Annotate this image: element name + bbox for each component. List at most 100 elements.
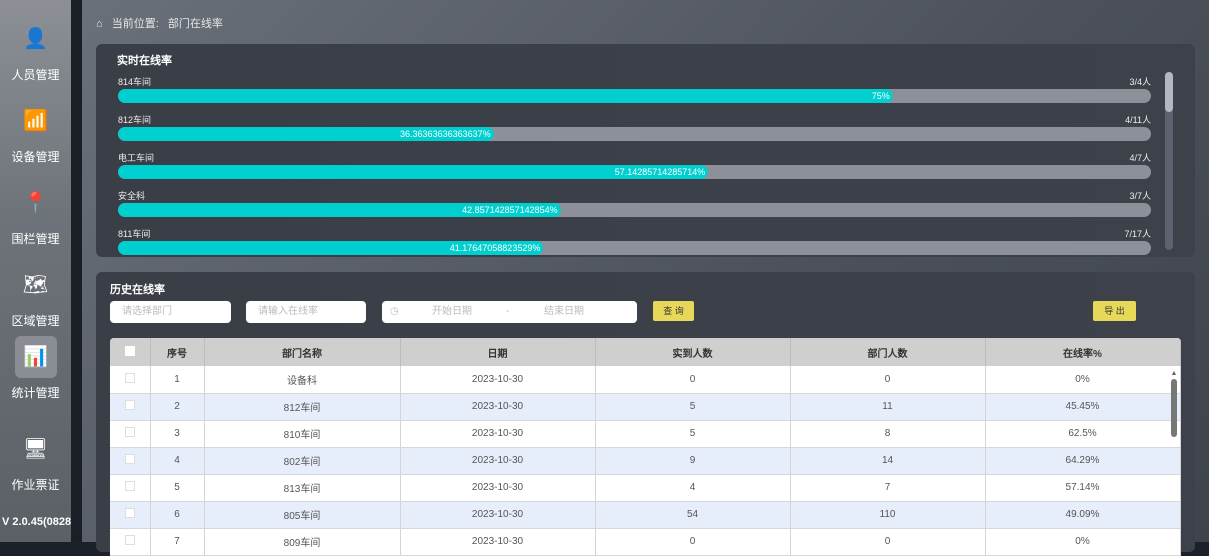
- table-cell: 0%: [985, 366, 1181, 394]
- main-content: ⌂ 当前位置: 部门在线率 实时在线率 814车间 3/4人 75% 812车间 4/1…: [82, 0, 1209, 556]
- headcount: 3/7人: [1129, 191, 1151, 201]
- table-cell: 2: [150, 393, 205, 421]
- table-cell: 2023-10-30: [400, 447, 596, 475]
- table-cell: 6: [150, 501, 205, 529]
- table-cell: 64.29%: [985, 447, 1181, 475]
- sidebar-item-4[interactable]: 📊 统计管理: [0, 336, 71, 401]
- department-name: 811车间: [118, 229, 151, 239]
- breadcrumb-prefix: 当前位置:: [111, 18, 159, 30]
- table-row[interactable]: 3 810车间 2023-10-30 5 8 62.5%: [110, 420, 1181, 448]
- table-cell: 0: [790, 366, 986, 394]
- scrollbar[interactable]: [1165, 72, 1173, 250]
- table-row[interactable]: 5 813车间 2023-10-30 4 7 57.14%: [110, 474, 1181, 502]
- sidebar-item-label: 区域管理: [11, 314, 60, 328]
- table-scrollbar[interactable]: ▲: [1169, 370, 1179, 550]
- column-header: 部门人数: [790, 338, 986, 366]
- statistics-monitor-icon: 📊: [14, 336, 57, 378]
- table-cell: 802车间: [204, 447, 401, 475]
- query-button[interactable]: 查 询: [653, 301, 694, 321]
- row-checkbox[interactable]: [110, 420, 151, 448]
- table-cell: 0: [595, 366, 791, 394]
- scroll-up-icon[interactable]: ▲: [1170, 370, 1178, 377]
- table-cell: 11: [790, 393, 986, 421]
- table-cell: 5: [150, 474, 205, 502]
- table-row[interactable]: 1 设备科 2023-10-30 0 0 0%: [110, 366, 1181, 394]
- table-cell: 1: [150, 366, 205, 394]
- headcount: 3/4人: [1129, 77, 1151, 87]
- scrollbar-thumb[interactable]: [1165, 72, 1173, 112]
- table-cell: 2023-10-30: [400, 501, 596, 529]
- sidebar-item-label: 设备管理: [11, 150, 60, 164]
- home-icon[interactable]: ⌂: [96, 18, 103, 30]
- column-header: 序号: [150, 338, 205, 366]
- table-cell: 4: [595, 474, 791, 502]
- table-row[interactable]: 6 805车间 2023-10-30 54 110 49.09%: [110, 501, 1181, 529]
- sidebar-item-0[interactable]: 👤 人员管理: [0, 18, 71, 83]
- user-list-icon: 👤: [23, 28, 48, 50]
- table-cell: 49.09%: [985, 501, 1181, 529]
- department-name: 安全科: [118, 191, 146, 201]
- divider: [71, 0, 82, 542]
- map-area-icon: 🗺: [22, 274, 49, 296]
- sidebar-item-5[interactable]: 🖥 作业票证: [0, 428, 71, 493]
- end-date-input[interactable]: 结束日期: [544, 306, 584, 317]
- scrollbar-thumb[interactable]: [1171, 379, 1177, 437]
- table-cell: 2023-10-30: [400, 366, 596, 394]
- history-table: 序号 部门名称 日期 实到人数 部门人数 在线率% 1 设备科 2023-10-30 0 0 0% 2…: [110, 338, 1181, 556]
- column-header: 部门名称: [204, 338, 401, 366]
- headcount: 7/17人: [1124, 229, 1151, 239]
- table-row[interactable]: 4 802车间 2023-10-30 9 14 64.29%: [110, 447, 1181, 475]
- progress-fill: 42.857142857142854%: [118, 203, 561, 217]
- table-row[interactable]: 2 812车间 2023-10-30 5 11 45.45%: [110, 393, 1181, 421]
- map-pin-icon: 📍: [23, 192, 48, 214]
- progress-track: 75%: [118, 89, 1151, 103]
- router-icon: 📶: [23, 110, 48, 132]
- column-header: 在线率%: [985, 338, 1181, 366]
- start-date-input[interactable]: 开始日期: [432, 306, 472, 317]
- history-panel: 历史在线率 请选择部门 请输入在线率 ◷ 开始日期 - 结束日期 查 询 导 出…: [96, 272, 1195, 556]
- row-checkbox[interactable]: [110, 366, 151, 394]
- sidebar: 👤 人员管理 📶 设备管理 📍 围栏管理 🗺 区域管理 📊 统计管理 🖥 作业票证: [0, 0, 71, 542]
- headcount: 4/7人: [1129, 153, 1151, 163]
- select-all-checkbox[interactable]: [110, 338, 151, 366]
- table-cell: 2023-10-30: [400, 393, 596, 421]
- table-cell: 2023-10-30: [400, 474, 596, 502]
- table-cell: 9: [595, 447, 791, 475]
- department-name: 812车间: [118, 115, 152, 125]
- department-name: 814车间: [118, 77, 152, 87]
- sidebar-item-label: 围栏管理: [11, 232, 60, 246]
- table-cell: 110: [790, 501, 986, 529]
- table-cell: 3: [150, 420, 205, 448]
- sidebar-item-2[interactable]: 📍 围栏管理: [0, 182, 71, 247]
- table-cell: 805车间: [204, 501, 401, 529]
- row-checkbox[interactable]: [110, 501, 151, 529]
- progress-fill: 41.17647058823529%: [118, 241, 544, 255]
- sidebar-item-label: 作业票证: [11, 478, 60, 492]
- progress-track: 42.857142857142854%: [118, 203, 1151, 217]
- progress-fill: 57.14285714285714%: [118, 165, 709, 179]
- row-checkbox[interactable]: [110, 447, 151, 475]
- table-cell: 54: [595, 501, 791, 529]
- table-cell: 2023-10-30: [400, 420, 596, 448]
- table-cell: 5: [595, 420, 791, 448]
- rate-input[interactable]: 请输入在线率: [246, 301, 366, 323]
- realtime-panel: 实时在线率 814车间 3/4人 75% 812车间 4/11人 36.363636363…: [96, 44, 1195, 257]
- progress-track: 57.14285714285714%: [118, 165, 1151, 179]
- table-cell: 45.45%: [985, 393, 1181, 421]
- progress-fill: 75%: [118, 89, 893, 103]
- table-cell: 812车间: [204, 393, 401, 421]
- department-select[interactable]: 请选择部门: [110, 301, 231, 323]
- date-range-picker[interactable]: ◷ 开始日期 - 结束日期: [382, 301, 637, 323]
- progress-track: 41.17647058823529%: [118, 241, 1151, 255]
- table-cell: 4: [150, 447, 205, 475]
- sidebar-item-3[interactable]: 🗺 区域管理: [0, 264, 71, 329]
- row-checkbox[interactable]: [110, 474, 151, 502]
- sidebar-item-label: 统计管理: [11, 386, 60, 400]
- date-separator: -: [506, 306, 510, 317]
- sidebar-item-1[interactable]: 📶 设备管理: [0, 100, 71, 165]
- breadcrumb: ⌂ 当前位置: 部门在线率: [96, 15, 229, 31]
- table-cell: 5: [595, 393, 791, 421]
- table-cell: 810车间: [204, 420, 401, 448]
- row-checkbox[interactable]: [110, 393, 151, 421]
- export-button[interactable]: 导 出: [1093, 301, 1136, 321]
